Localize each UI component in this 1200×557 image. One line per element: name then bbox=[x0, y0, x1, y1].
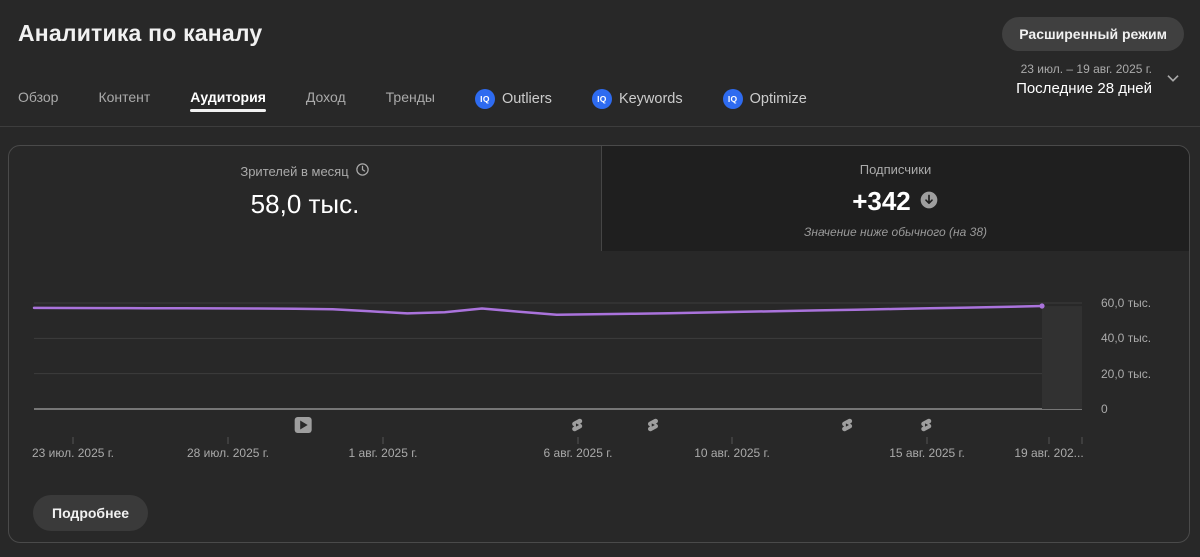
iq-badge-icon: IQ bbox=[722, 89, 743, 109]
tab-доход[interactable]: Доход bbox=[306, 85, 346, 119]
iq-badge-icon: IQ bbox=[474, 89, 495, 109]
details-button[interactable]: Подробнее bbox=[33, 495, 149, 531]
advanced-mode-button[interactable]: Расширенный режим bbox=[1002, 17, 1184, 51]
clock-icon bbox=[355, 162, 370, 180]
metric-viewers-label: Зрителей в месяц bbox=[240, 163, 349, 179]
viewers-chart bbox=[9, 251, 1191, 451]
x-axis-label: 15 авг. 2025 г. bbox=[889, 446, 965, 460]
partial-data-band bbox=[1042, 306, 1082, 409]
date-range-preset: Последние 28 дней bbox=[1016, 80, 1152, 97]
tab-label: Keywords bbox=[618, 91, 683, 107]
line-end-dot bbox=[1039, 303, 1045, 309]
tab-keywords[interactable]: IQ Keywords bbox=[591, 85, 683, 123]
metric-viewers-value: 58,0 тыс. bbox=[250, 189, 360, 219]
date-range-text: 23 июл. – 19 авг. 2025 г. bbox=[1020, 62, 1152, 76]
shorts-marker-icon[interactable] bbox=[921, 418, 932, 432]
shorts-marker-icon[interactable] bbox=[647, 418, 658, 432]
date-range-texts: 23 июл. – 19 авг. 2025 г. Последние 28 д… bbox=[1016, 62, 1152, 99]
x-axis-label: 19 авг. 202... bbox=[1014, 446, 1084, 460]
date-range-picker[interactable]: 23 июл. – 19 авг. 2025 г. Последние 28 д… bbox=[1016, 62, 1184, 99]
video-marker-icon[interactable] bbox=[294, 417, 312, 433]
metric-subscribers-value: +342 bbox=[852, 186, 911, 216]
tab-label: Optimize bbox=[749, 91, 807, 107]
tab-контент[interactable]: Контент bbox=[98, 85, 150, 119]
metric-subscribers[interactable]: Подписчики +342 Значение ниже обычного (… bbox=[601, 146, 1189, 251]
x-axis-label: 28 июл. 2025 г. bbox=[186, 446, 270, 460]
y-axis-label: 60,0 тыс. bbox=[1101, 296, 1152, 310]
page-title: Аналитика по каналу bbox=[18, 20, 263, 46]
x-axis-label: 23 июл. 2025 г. bbox=[31, 446, 115, 460]
tab-label: Тренды bbox=[385, 89, 435, 105]
y-axis-label: 40,0 тыс. bbox=[1101, 331, 1152, 346]
tab-label: Контент bbox=[98, 89, 151, 105]
metric-subscribers-label: Подписчики bbox=[859, 162, 932, 177]
tab-тренды[interactable]: Тренды bbox=[386, 85, 435, 119]
shorts-marker-icon[interactable] bbox=[572, 418, 583, 432]
tab-label: Доход bbox=[305, 89, 346, 105]
shorts-marker-icon[interactable] bbox=[842, 418, 853, 432]
x-axis-label: 1 авг. 2025 г. bbox=[348, 446, 418, 460]
tab-outliers[interactable]: IQ Outliers bbox=[474, 85, 552, 123]
y-axis-label: 20,0 тыс. bbox=[1101, 366, 1152, 381]
chevron-down-icon[interactable] bbox=[1162, 67, 1184, 94]
metric-header: Зрителей в месяц 58,0 тыс. Подписчики +3… bbox=[9, 146, 1189, 251]
tab-label: Обзор bbox=[18, 89, 59, 105]
y-axis-label: 0 bbox=[1101, 402, 1108, 416]
x-axis-label: 6 авг. 2025 г. bbox=[543, 446, 613, 460]
tab-label: Outliers bbox=[501, 91, 552, 107]
metric-viewers[interactable]: Зрителей в месяц 58,0 тыс. bbox=[9, 146, 601, 251]
viewers-line bbox=[32, 304, 1044, 316]
metric-subscribers-note: Значение ниже обычного (на 38) bbox=[803, 225, 988, 239]
down-arrow-circle-icon bbox=[919, 186, 939, 217]
analytics-card: Зрителей в месяц 58,0 тыс. Подписчики +3… bbox=[8, 145, 1190, 543]
chart-canvas bbox=[32, 302, 1083, 444]
tab-bar: Обзор Контент Аудитория Доход Тренды IQ Outlie… bbox=[0, 85, 1200, 127]
tab-label: Аудитория bbox=[190, 89, 266, 105]
iq-badge-icon: IQ bbox=[591, 89, 612, 109]
tab-optimize[interactable]: IQ Optimize bbox=[722, 85, 807, 123]
tab-обзор[interactable]: Обзор bbox=[18, 85, 58, 119]
tab-аудитория[interactable]: Аудитория bbox=[190, 85, 266, 119]
x-axis-label: 10 авг. 2025 г. bbox=[694, 446, 770, 460]
